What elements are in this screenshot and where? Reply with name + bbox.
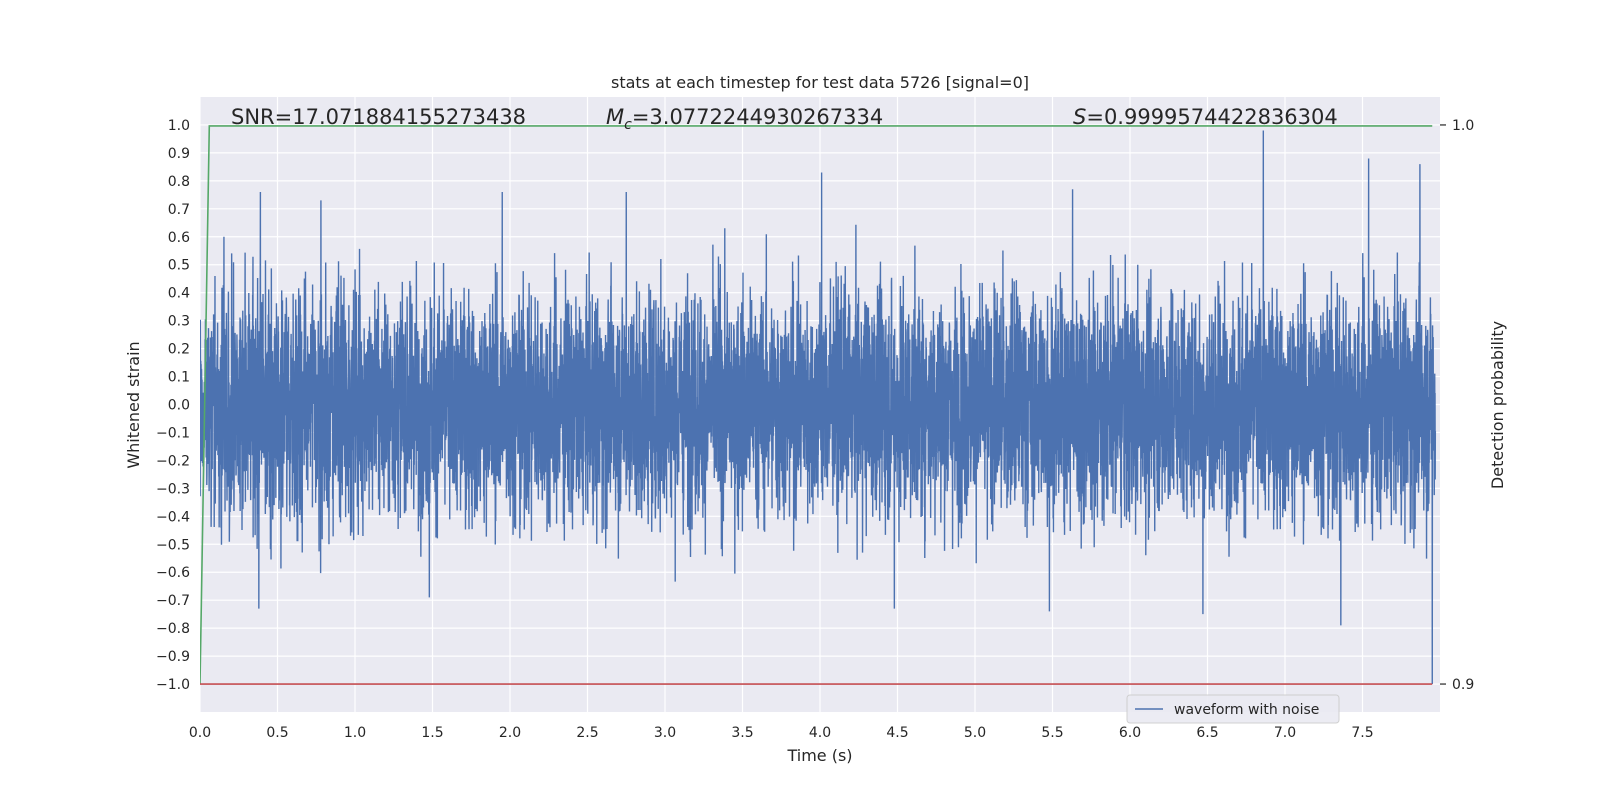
- x-tick-label: 4.0: [809, 725, 831, 741]
- x-tick-label: 2.5: [576, 725, 598, 741]
- y-tick-label: 0.6: [168, 230, 190, 246]
- y2-tick-label: 1.0: [1452, 118, 1474, 134]
- x-tick-label: 7.0: [1274, 725, 1296, 741]
- chirp-mass-value: =3.0772244930267334: [632, 105, 883, 129]
- x-tick-label: 5.0: [964, 725, 986, 741]
- x-tick-label: 0.0: [189, 725, 211, 741]
- s-symbol: S: [1073, 105, 1086, 129]
- x-tick-label: 4.5: [886, 725, 908, 741]
- s-annotation: S=0.9999574422836304: [1073, 105, 1338, 129]
- y-tick-label: −0.4: [156, 509, 190, 525]
- legend-label: waveform with noise: [1174, 702, 1319, 718]
- y-tick-label: 0.7: [168, 202, 190, 218]
- x-tick-label: 0.5: [266, 725, 288, 741]
- chirp-mass-annotation: Mc=3.0772244930267334: [606, 105, 883, 133]
- x-tick-label: 3.0: [654, 725, 676, 741]
- y-tick-label: −0.3: [156, 481, 190, 497]
- y-tick-label: −1.0: [156, 677, 190, 693]
- x-tick-label: 3.5: [731, 725, 753, 741]
- y-tick-label: 0.0: [168, 398, 190, 414]
- chart-title: stats at each timestep for test data 572…: [611, 73, 1029, 92]
- y-tick-label: 0.1: [168, 370, 190, 386]
- y-tick-label: −0.1: [156, 425, 190, 441]
- x-tick-label: 6.0: [1119, 725, 1141, 741]
- snr-annotation: SNR=17.071884155273438: [231, 105, 526, 129]
- x-tick-label: 1.0: [344, 725, 366, 741]
- y-tick-label: −0.5: [156, 537, 190, 553]
- x-tick-label: 1.5: [421, 725, 443, 741]
- y-tick-label: −0.7: [156, 593, 190, 609]
- legend: waveform with noise: [1126, 694, 1340, 724]
- y-tick-label: −0.8: [156, 621, 190, 637]
- y-tick-label: 0.2: [168, 342, 190, 358]
- y-tick-label: 0.4: [168, 286, 190, 302]
- legend-box: [1126, 694, 1340, 724]
- y-tick-label: 0.3: [168, 314, 190, 330]
- s-value: =0.9999574422836304: [1086, 105, 1337, 129]
- x-tick-label: 7.5: [1351, 725, 1373, 741]
- x-tick-label: 2.0: [499, 725, 521, 741]
- y-axis-ticks: 1.0 0.9 0.8 0.7 0.6 0.5 0.4 0.3 0.2 0.1 0.0 −0.1 −0.…: [156, 118, 190, 693]
- x-axis-ticks: 0.0 0.5 1.0 1.5 2.0 2.5 3.0 3.5 4.0 4.5 5.0 5.5 6.0 6…: [189, 725, 1374, 741]
- y-tick-label: −0.2: [156, 453, 190, 469]
- y-tick-label: −0.9: [156, 649, 190, 665]
- y2-axis-label: Detection probability: [1488, 321, 1507, 489]
- y-tick-label: 0.5: [168, 258, 190, 274]
- y-tick-label: −0.6: [156, 565, 190, 581]
- y-axis-label: Whitened strain: [124, 341, 143, 468]
- plot-area: [200, 125, 1437, 685]
- chirp-mass-symbol: M: [606, 105, 624, 129]
- y2-tick-label: 0.9: [1452, 677, 1474, 693]
- series-detection-probability: [200, 125, 1433, 685]
- y2-axis-ticks: 1.0 0.9: [1440, 118, 1474, 693]
- y-tick-label: 0.8: [168, 174, 190, 190]
- y-tick-label: 1.0: [168, 118, 190, 134]
- x-tick-label: 5.5: [1041, 725, 1063, 741]
- x-tick-label: 6.5: [1196, 725, 1218, 741]
- chirp-mass-subscript: c: [624, 117, 632, 133]
- series-waveform-with-noise: [200, 130, 1437, 685]
- x-axis-label: Time (s): [786, 746, 852, 765]
- y-tick-label: 0.9: [168, 146, 190, 162]
